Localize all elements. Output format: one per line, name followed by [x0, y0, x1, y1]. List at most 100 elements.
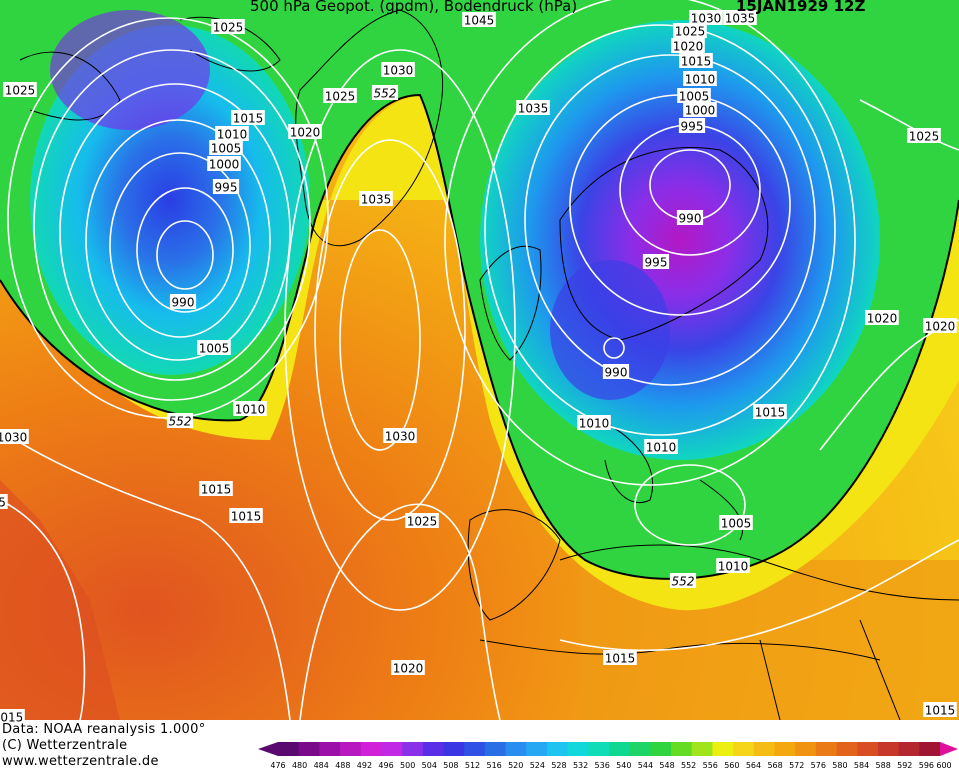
- legend-tick-label: 556: [703, 761, 718, 770]
- low-east-tongue: [550, 260, 670, 400]
- legend-swatch: [691, 742, 714, 756]
- svg-text:1015: 1015: [201, 483, 232, 497]
- legend-swatch: [526, 742, 548, 756]
- legend-swatch: [319, 742, 341, 756]
- copyright: (C) Wetterzentrale: [2, 738, 128, 753]
- svg-text:1010: 1010: [217, 128, 248, 142]
- svg-text:990: 990: [172, 296, 195, 310]
- svg-text:1005: 1005: [679, 90, 710, 104]
- legend-swatch: [753, 742, 776, 756]
- isobar-label: 1030: [381, 62, 415, 78]
- svg-text:1030: 1030: [385, 430, 416, 444]
- svg-text:1025: 1025: [325, 90, 356, 104]
- isobar-label: 1000: [683, 102, 717, 118]
- isobar-label: 1030: [0, 429, 29, 445]
- svg-text:1030: 1030: [691, 12, 722, 26]
- legend-swatch: [567, 742, 589, 756]
- svg-text:995: 995: [215, 181, 238, 195]
- legend-tick-label: 580: [832, 761, 847, 770]
- low-east: [480, 20, 880, 460]
- legend-tick-label: 572: [789, 761, 804, 770]
- geopot-label: 552: [669, 573, 697, 589]
- data-source: Data: NOAA reanalysis 1.000°: [2, 722, 206, 737]
- isobar-label: 1025: [3, 82, 37, 98]
- isobar-label: 1010: [716, 558, 750, 574]
- isobar-label: 990: [602, 364, 630, 380]
- isobar-label: 1005: [677, 88, 711, 104]
- legend-tick-label: 544: [638, 761, 653, 770]
- legend-swatch: [774, 742, 796, 756]
- legend-tick-label: 520: [508, 761, 523, 770]
- legend-tick-label: 564: [746, 761, 761, 770]
- svg-text:1020: 1020: [290, 126, 321, 140]
- legend-swatch: [422, 742, 445, 756]
- svg-text:1010: 1010: [718, 560, 749, 574]
- isobar-label: 1035: [359, 191, 393, 207]
- svg-text:1015: 1015: [233, 112, 264, 126]
- svg-text:1000: 1000: [209, 158, 240, 172]
- svg-text:1025: 1025: [407, 515, 438, 529]
- isobar-label: 1025: [323, 88, 357, 104]
- isobar-label: 1010: [233, 401, 267, 417]
- svg-text:1015: 1015: [0, 711, 23, 725]
- legend-tick-label: 512: [465, 761, 480, 770]
- legend-tick-label: 540: [616, 761, 631, 770]
- legend-arrow-right: [940, 742, 958, 756]
- isobar-label: 1035: [723, 10, 757, 26]
- legend-swatch: [815, 742, 838, 756]
- svg-text:1015: 1015: [755, 406, 786, 420]
- svg-text:1035: 1035: [725, 12, 756, 26]
- isobar-label: 1030: [383, 428, 417, 444]
- map-title: 500 hPa Geopot. (gpdm), Bodendruck (hPa): [250, 0, 578, 15]
- map-date: 15JAN1929 12Z: [736, 0, 866, 15]
- legend-tick-label: 568: [767, 761, 782, 770]
- svg-text:552: 552: [374, 87, 397, 101]
- svg-text:990: 990: [679, 212, 702, 226]
- isobar-label: 995: [678, 118, 706, 134]
- svg-text:1030: 1030: [383, 64, 414, 78]
- isobar-label: 1010: [215, 126, 249, 142]
- legend-swatch: [505, 742, 527, 756]
- legend-tick-label: 496: [378, 761, 393, 770]
- svg-text:1020: 1020: [925, 320, 956, 334]
- svg-text:995: 995: [681, 120, 704, 134]
- svg-text:1025: 1025: [909, 130, 940, 144]
- isobar-label: 1015: [923, 702, 957, 718]
- legend-swatch: [464, 742, 486, 756]
- isobar-label: 1030: [689, 10, 723, 26]
- isobar-label: 1025: [907, 128, 941, 144]
- isobar-label: 990: [676, 210, 704, 226]
- legend-swatch: [671, 742, 693, 756]
- isobar-label: 995: [212, 179, 240, 195]
- svg-text:1015: 1015: [605, 652, 636, 666]
- svg-text:1015: 1015: [681, 55, 712, 69]
- svg-text:1015: 1015: [231, 510, 262, 524]
- svg-text:1005: 1005: [199, 342, 230, 356]
- legend-tick-label: 500: [400, 761, 415, 770]
- legend-tick-label: 516: [486, 761, 501, 770]
- legend-tick-label: 508: [443, 761, 458, 770]
- legend-tick-label: 492: [357, 761, 372, 770]
- website-url[interactable]: www.wetterzentrale.de: [2, 754, 159, 769]
- isobar-label: 1010: [577, 415, 611, 431]
- svg-text:995: 995: [645, 256, 668, 270]
- isobar-label: 1000: [207, 156, 241, 172]
- svg-text:1030: 1030: [0, 431, 27, 445]
- isobar-label: 1015: [679, 53, 713, 69]
- isobar-label: 1025: [673, 23, 707, 39]
- legend-tick-label: 528: [551, 761, 566, 770]
- legend-swatch: [402, 742, 424, 756]
- isobar-label: 995: [642, 254, 670, 270]
- legend-swatch: [443, 742, 465, 756]
- legend-swatch: [546, 742, 569, 756]
- svg-text:1005: 1005: [211, 142, 242, 156]
- svg-text:1005: 1005: [721, 517, 752, 531]
- svg-text:552: 552: [672, 575, 695, 589]
- svg-text:1025: 1025: [5, 84, 36, 98]
- legend-tick-label: 504: [422, 761, 437, 770]
- svg-text:1035: 1035: [518, 102, 549, 116]
- svg-text:1010: 1010: [235, 403, 266, 417]
- isobar-label: 1020: [923, 318, 957, 334]
- svg-text:1020: 1020: [393, 662, 424, 676]
